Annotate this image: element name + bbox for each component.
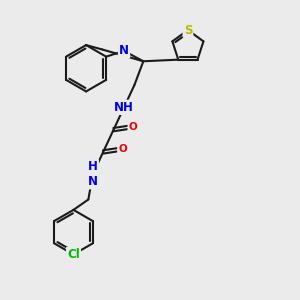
Text: O: O [118, 144, 127, 154]
Text: NH: NH [114, 101, 134, 114]
Text: H
N: H N [88, 160, 98, 188]
Text: S: S [184, 24, 192, 37]
Text: N: N [119, 44, 129, 57]
Text: Cl: Cl [67, 248, 80, 261]
Text: O: O [128, 122, 137, 132]
